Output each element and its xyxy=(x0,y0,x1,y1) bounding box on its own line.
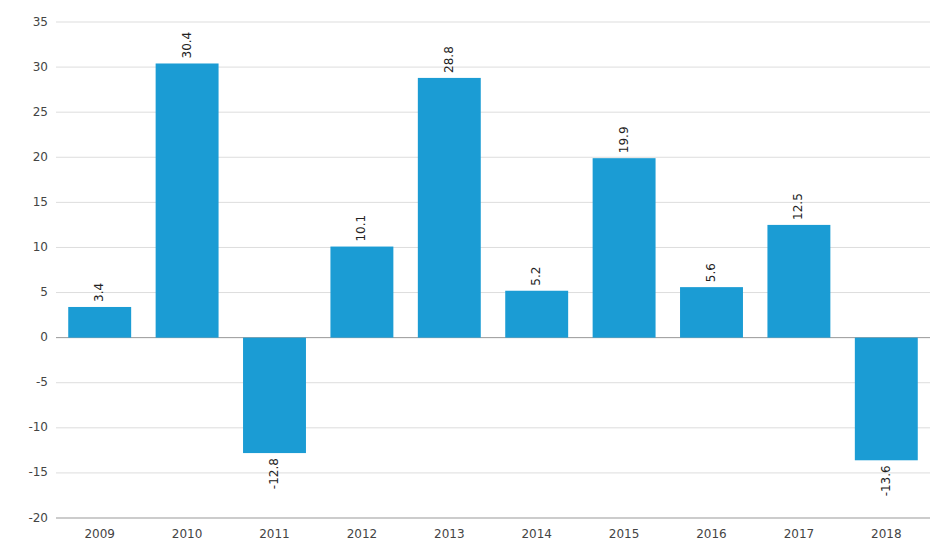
bar xyxy=(767,225,830,338)
y-tick-label: 5 xyxy=(40,285,48,299)
bar xyxy=(68,307,131,338)
x-axis: 2009 2010 2011 2012 2013 2014 2015 2016 2017 2018 xyxy=(84,527,901,541)
y-tick-label: -20 xyxy=(28,511,48,525)
grid-line xyxy=(56,472,930,473)
bar xyxy=(680,287,743,338)
grid-line xyxy=(56,22,930,23)
bar xyxy=(243,338,306,453)
data-label: 28.8 xyxy=(442,46,456,73)
data-labels: 3.4 30.4 -12.8 10.1 28.8 5.2 19.9 5.6 12.5 -13.6 xyxy=(92,32,893,497)
data-label: 10.1 xyxy=(354,215,368,242)
data-label: 5.2 xyxy=(529,267,543,286)
data-label: 3.4 xyxy=(92,283,106,302)
bar xyxy=(593,158,656,337)
y-tick-label: 15 xyxy=(33,195,48,209)
bars xyxy=(68,63,918,460)
grid-line xyxy=(56,382,930,383)
y-tick-label: 35 xyxy=(33,15,48,29)
data-label: 12.5 xyxy=(791,193,805,220)
x-tick-label: 2009 xyxy=(84,527,115,541)
x-tick-label: 2013 xyxy=(434,527,465,541)
x-tick-label: 2016 xyxy=(696,527,727,541)
data-label: -12.8 xyxy=(267,458,281,489)
y-tick-label: 20 xyxy=(33,150,48,164)
bar xyxy=(156,63,219,337)
y-tick-label: 30 xyxy=(33,60,48,74)
x-tick-label: 2017 xyxy=(784,527,815,541)
bar xyxy=(418,78,481,338)
x-tick-label: 2010 xyxy=(172,527,203,541)
grid xyxy=(56,22,930,518)
data-label: 19.9 xyxy=(617,126,631,153)
x-tick-label: 2011 xyxy=(259,527,290,541)
y-tick-label: 25 xyxy=(33,105,48,119)
x-tick-label: 2014 xyxy=(521,527,552,541)
data-label: -13.6 xyxy=(879,465,893,496)
grid-line xyxy=(56,427,930,428)
chart: -20 -15 -10 -5 0 5 10 15 20 25 30 35 3.4 30.4 -12.8 10.… xyxy=(0,0,950,560)
x-tick-label: 2018 xyxy=(871,527,902,541)
data-label: 30.4 xyxy=(180,32,194,59)
x-tick-label: 2012 xyxy=(347,527,378,541)
data-label: 5.6 xyxy=(704,263,718,282)
bar xyxy=(505,291,568,338)
bar xyxy=(855,338,918,461)
background xyxy=(0,0,950,560)
y-tick-label: -5 xyxy=(36,375,48,389)
y-axis: -20 -15 -10 -5 0 5 10 15 20 25 30 35 xyxy=(28,15,48,525)
x-axis-line xyxy=(56,518,930,519)
y-tick-label: -10 xyxy=(28,420,48,434)
x-tick-label: 2015 xyxy=(609,527,640,541)
y-tick-label: 0 xyxy=(40,330,48,344)
y-tick-label: 10 xyxy=(33,240,48,254)
bar xyxy=(330,247,393,338)
grid-line xyxy=(56,518,930,519)
y-tick-label: -15 xyxy=(28,465,48,479)
